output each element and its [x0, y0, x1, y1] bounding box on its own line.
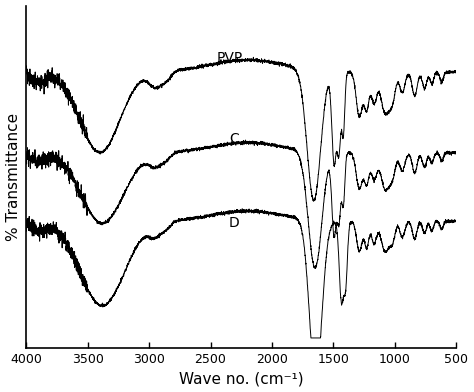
- Text: D: D: [229, 216, 240, 230]
- X-axis label: Wave no. (cm⁻¹): Wave no. (cm⁻¹): [179, 372, 303, 387]
- Text: PVP: PVP: [217, 51, 243, 65]
- Text: C: C: [229, 132, 239, 145]
- Y-axis label: % Transmittance: % Transmittance: [6, 113, 20, 241]
